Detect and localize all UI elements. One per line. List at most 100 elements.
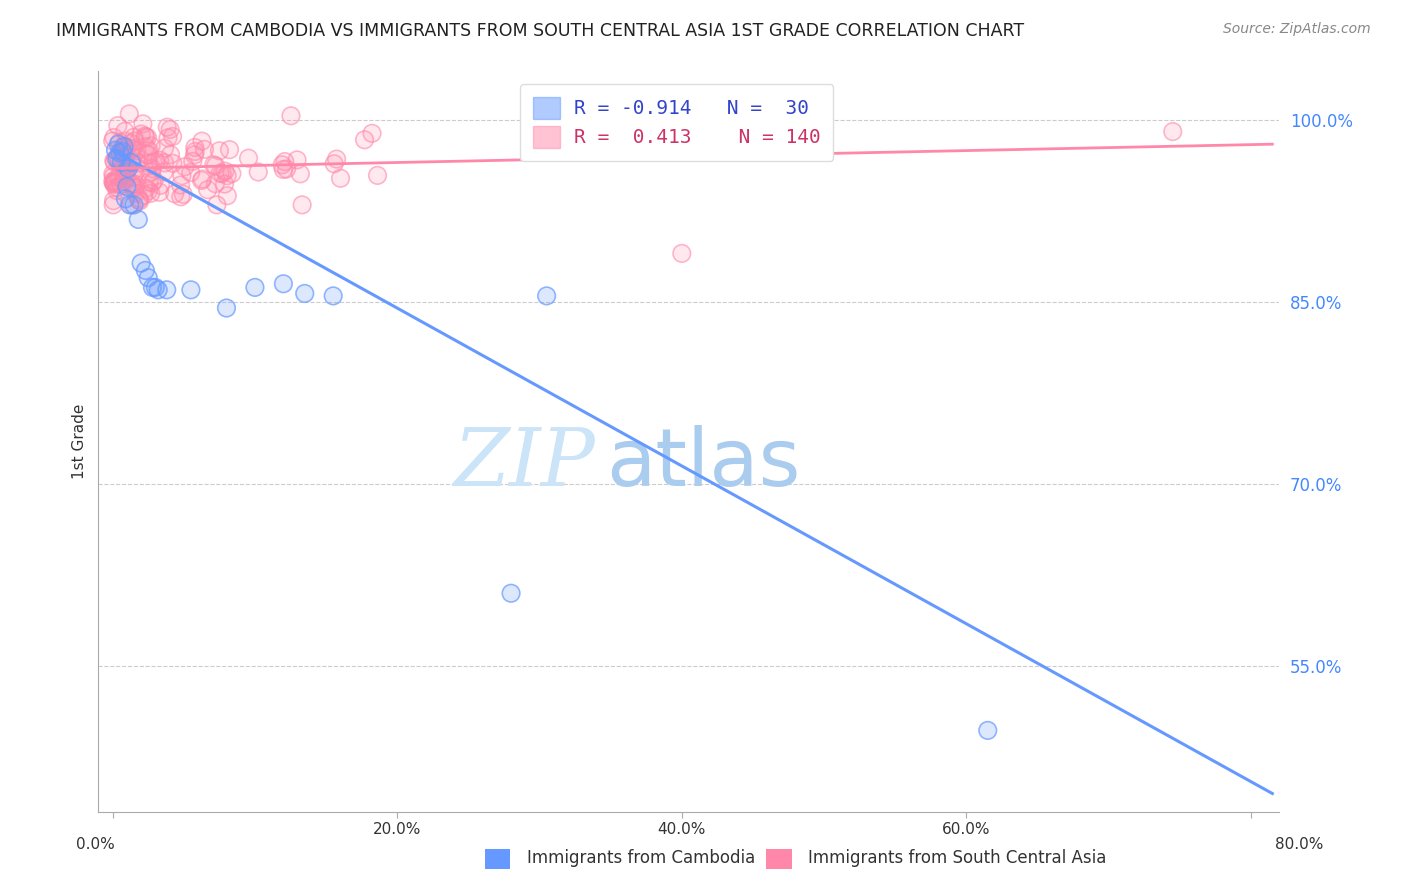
- Point: [124, 134, 146, 148]
- Text: 80.0%: 80.0%: [1275, 837, 1323, 852]
- Point: [103, 194, 125, 208]
- Point: [273, 277, 295, 291]
- Point: [197, 183, 219, 197]
- Point: [135, 181, 157, 195]
- Point: [121, 198, 143, 212]
- Point: [134, 129, 156, 144]
- Point: [294, 286, 316, 301]
- Point: [159, 147, 181, 161]
- Point: [107, 119, 129, 133]
- Text: Immigrants from South Central Asia: Immigrants from South Central Asia: [808, 849, 1107, 867]
- Point: [271, 162, 294, 177]
- Point: [156, 283, 179, 297]
- Point: [112, 139, 135, 153]
- Point: [107, 150, 129, 164]
- Point: [115, 160, 138, 174]
- Point: [211, 167, 233, 181]
- Point: [280, 109, 302, 123]
- Point: [1161, 125, 1184, 139]
- Point: [108, 145, 131, 160]
- Point: [323, 157, 346, 171]
- Point: [153, 156, 176, 170]
- Point: [120, 155, 142, 169]
- Point: [141, 161, 163, 176]
- Point: [115, 140, 138, 154]
- Point: [104, 152, 127, 166]
- Point: [215, 301, 238, 315]
- Point: [127, 156, 149, 170]
- Point: [115, 160, 138, 174]
- Point: [132, 117, 155, 131]
- Point: [110, 155, 132, 169]
- Point: [124, 180, 146, 194]
- Point: [125, 144, 148, 158]
- Point: [141, 176, 163, 190]
- Text: IMMIGRANTS FROM CAMBODIA VS IMMIGRANTS FROM SOUTH CENTRAL ASIA 1ST GRADE CORRELA: IMMIGRANTS FROM CAMBODIA VS IMMIGRANTS F…: [56, 22, 1025, 40]
- Point: [180, 283, 202, 297]
- Point: [329, 171, 352, 186]
- Point: [149, 153, 172, 167]
- Point: [136, 270, 159, 285]
- Point: [101, 167, 124, 181]
- Point: [103, 176, 125, 190]
- Point: [153, 156, 176, 170]
- Point: [136, 130, 159, 145]
- Point: [181, 154, 204, 169]
- Point: [190, 173, 212, 187]
- Point: [121, 177, 143, 191]
- Point: [671, 246, 693, 260]
- Point: [290, 167, 312, 181]
- Point: [173, 160, 195, 174]
- Point: [122, 180, 145, 194]
- Point: [115, 179, 138, 194]
- Point: [209, 166, 232, 180]
- Point: [127, 156, 149, 170]
- Point: [148, 186, 170, 200]
- Point: [103, 169, 125, 184]
- Point: [153, 165, 176, 179]
- Point: [138, 148, 160, 162]
- Point: [157, 130, 180, 145]
- Point: [136, 130, 159, 145]
- Point: [271, 162, 294, 177]
- Point: [499, 586, 522, 600]
- Point: [122, 170, 145, 185]
- Point: [180, 165, 202, 179]
- Point: [184, 140, 207, 154]
- Point: [170, 169, 193, 183]
- Point: [193, 142, 215, 156]
- Point: [329, 171, 352, 186]
- Point: [129, 256, 152, 270]
- Point: [274, 154, 297, 169]
- Point: [124, 167, 146, 181]
- Point: [112, 139, 135, 153]
- Point: [977, 723, 1000, 738]
- Point: [148, 186, 170, 200]
- Point: [107, 150, 129, 164]
- Point: [120, 178, 142, 192]
- Point: [107, 137, 129, 152]
- Point: [101, 134, 124, 148]
- Point: [353, 133, 375, 147]
- Point: [135, 139, 157, 153]
- Point: [136, 270, 159, 285]
- Point: [156, 120, 179, 135]
- Point: [115, 179, 138, 194]
- Point: [143, 173, 166, 187]
- Point: [139, 186, 162, 201]
- Point: [217, 188, 239, 202]
- Point: [118, 198, 141, 212]
- Point: [141, 165, 163, 179]
- Point: [114, 149, 136, 163]
- Point: [121, 153, 143, 168]
- Point: [104, 176, 127, 190]
- Point: [105, 180, 128, 194]
- Point: [110, 141, 132, 155]
- Point: [121, 142, 143, 156]
- Point: [218, 143, 240, 157]
- Point: [193, 142, 215, 156]
- Point: [122, 198, 145, 212]
- Point: [108, 154, 131, 169]
- Point: [103, 155, 125, 169]
- Point: [169, 178, 191, 192]
